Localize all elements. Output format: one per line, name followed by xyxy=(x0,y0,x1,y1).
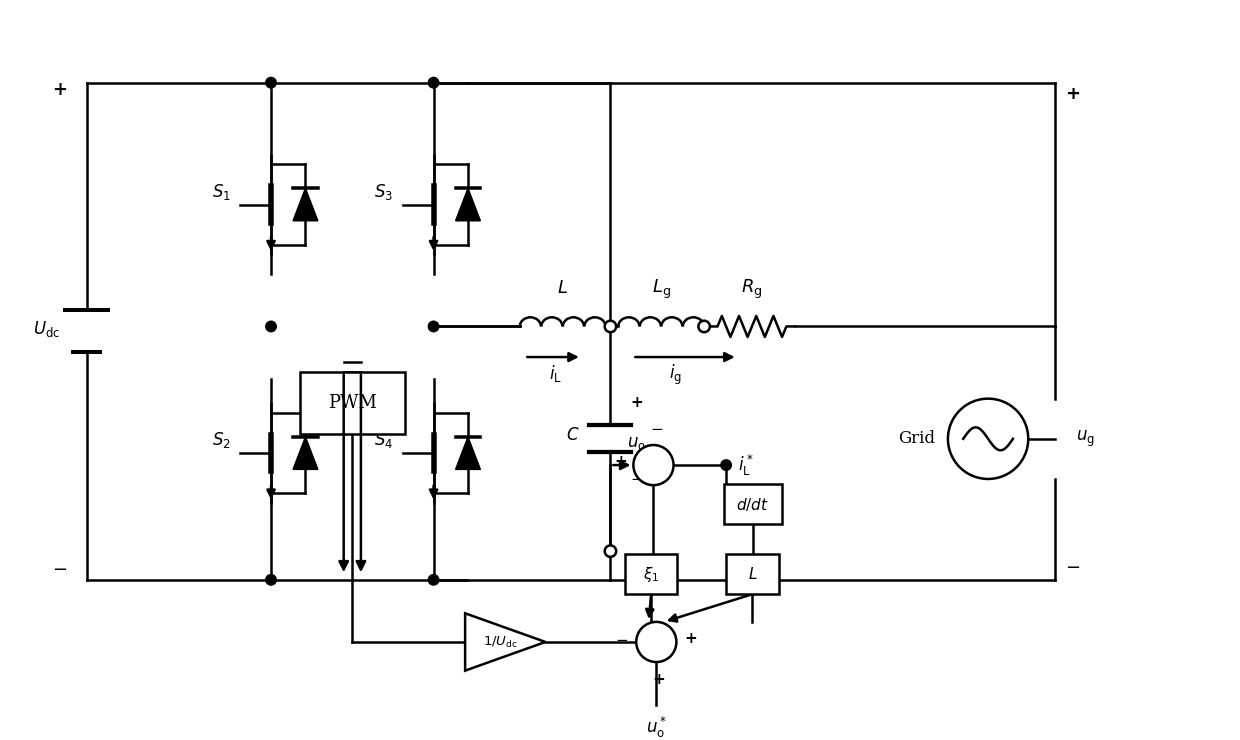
Text: $S_3$: $S_3$ xyxy=(374,182,393,202)
Circle shape xyxy=(636,622,676,662)
Text: $L_{\rm g}$: $L_{\rm g}$ xyxy=(652,278,671,301)
Text: +: + xyxy=(52,81,67,99)
Text: PWM: PWM xyxy=(327,394,377,412)
Polygon shape xyxy=(293,437,317,469)
Text: $d/dt$: $d/dt$ xyxy=(737,496,769,513)
Text: $u_{\rm o}^*$: $u_{\rm o}^*$ xyxy=(646,715,667,740)
Circle shape xyxy=(428,78,439,88)
Circle shape xyxy=(265,321,277,332)
Text: $i_{\rm L}$: $i_{\rm L}$ xyxy=(549,363,563,384)
Bar xyxy=(727,554,779,594)
Text: $L$: $L$ xyxy=(557,279,568,297)
Bar xyxy=(724,484,781,525)
Text: $S_4$: $S_4$ xyxy=(374,431,393,451)
Circle shape xyxy=(720,460,732,471)
Circle shape xyxy=(265,574,277,585)
Text: Grid: Grid xyxy=(898,430,935,447)
Polygon shape xyxy=(455,437,480,469)
Text: $-$: $-$ xyxy=(52,559,67,577)
Polygon shape xyxy=(455,188,480,221)
Text: +: + xyxy=(630,395,642,410)
Text: +: + xyxy=(614,454,626,468)
Bar xyxy=(625,554,677,594)
Text: $-$: $-$ xyxy=(1065,557,1080,576)
Circle shape xyxy=(428,574,439,585)
Text: $-$: $-$ xyxy=(650,420,663,435)
Text: $C$: $C$ xyxy=(567,428,580,445)
Text: $S_1$: $S_1$ xyxy=(212,182,231,202)
Polygon shape xyxy=(465,613,546,670)
Circle shape xyxy=(265,78,277,88)
Bar xyxy=(300,372,405,434)
Text: +: + xyxy=(652,672,666,687)
Text: $u_{\rm g}$: $u_{\rm g}$ xyxy=(1076,428,1095,449)
Text: +: + xyxy=(1065,85,1080,103)
Text: $L$: $L$ xyxy=(748,566,758,582)
Text: $\xi_1$: $\xi_1$ xyxy=(642,565,660,584)
Text: $-$: $-$ xyxy=(630,470,642,485)
Text: $R_{\rm g}$: $R_{\rm g}$ xyxy=(742,278,763,301)
Circle shape xyxy=(605,320,616,332)
Circle shape xyxy=(947,399,1028,479)
Text: $U_{\rm dc}$: $U_{\rm dc}$ xyxy=(32,320,60,340)
Text: $i_{\rm L}^*$: $i_{\rm L}^*$ xyxy=(738,453,754,477)
Text: $-$: $-$ xyxy=(615,630,629,645)
Circle shape xyxy=(634,445,673,485)
Text: $u_{\rm o}$: $u_{\rm o}$ xyxy=(626,435,646,452)
Text: $i_{\rm g}$: $i_{\rm g}$ xyxy=(668,363,682,387)
Circle shape xyxy=(605,545,616,557)
Text: $1/U_{\rm dc}$: $1/U_{\rm dc}$ xyxy=(484,634,518,650)
Text: $S_2$: $S_2$ xyxy=(212,431,231,451)
Text: +: + xyxy=(684,630,697,645)
Circle shape xyxy=(428,321,439,332)
Circle shape xyxy=(698,320,709,332)
Polygon shape xyxy=(293,188,317,221)
